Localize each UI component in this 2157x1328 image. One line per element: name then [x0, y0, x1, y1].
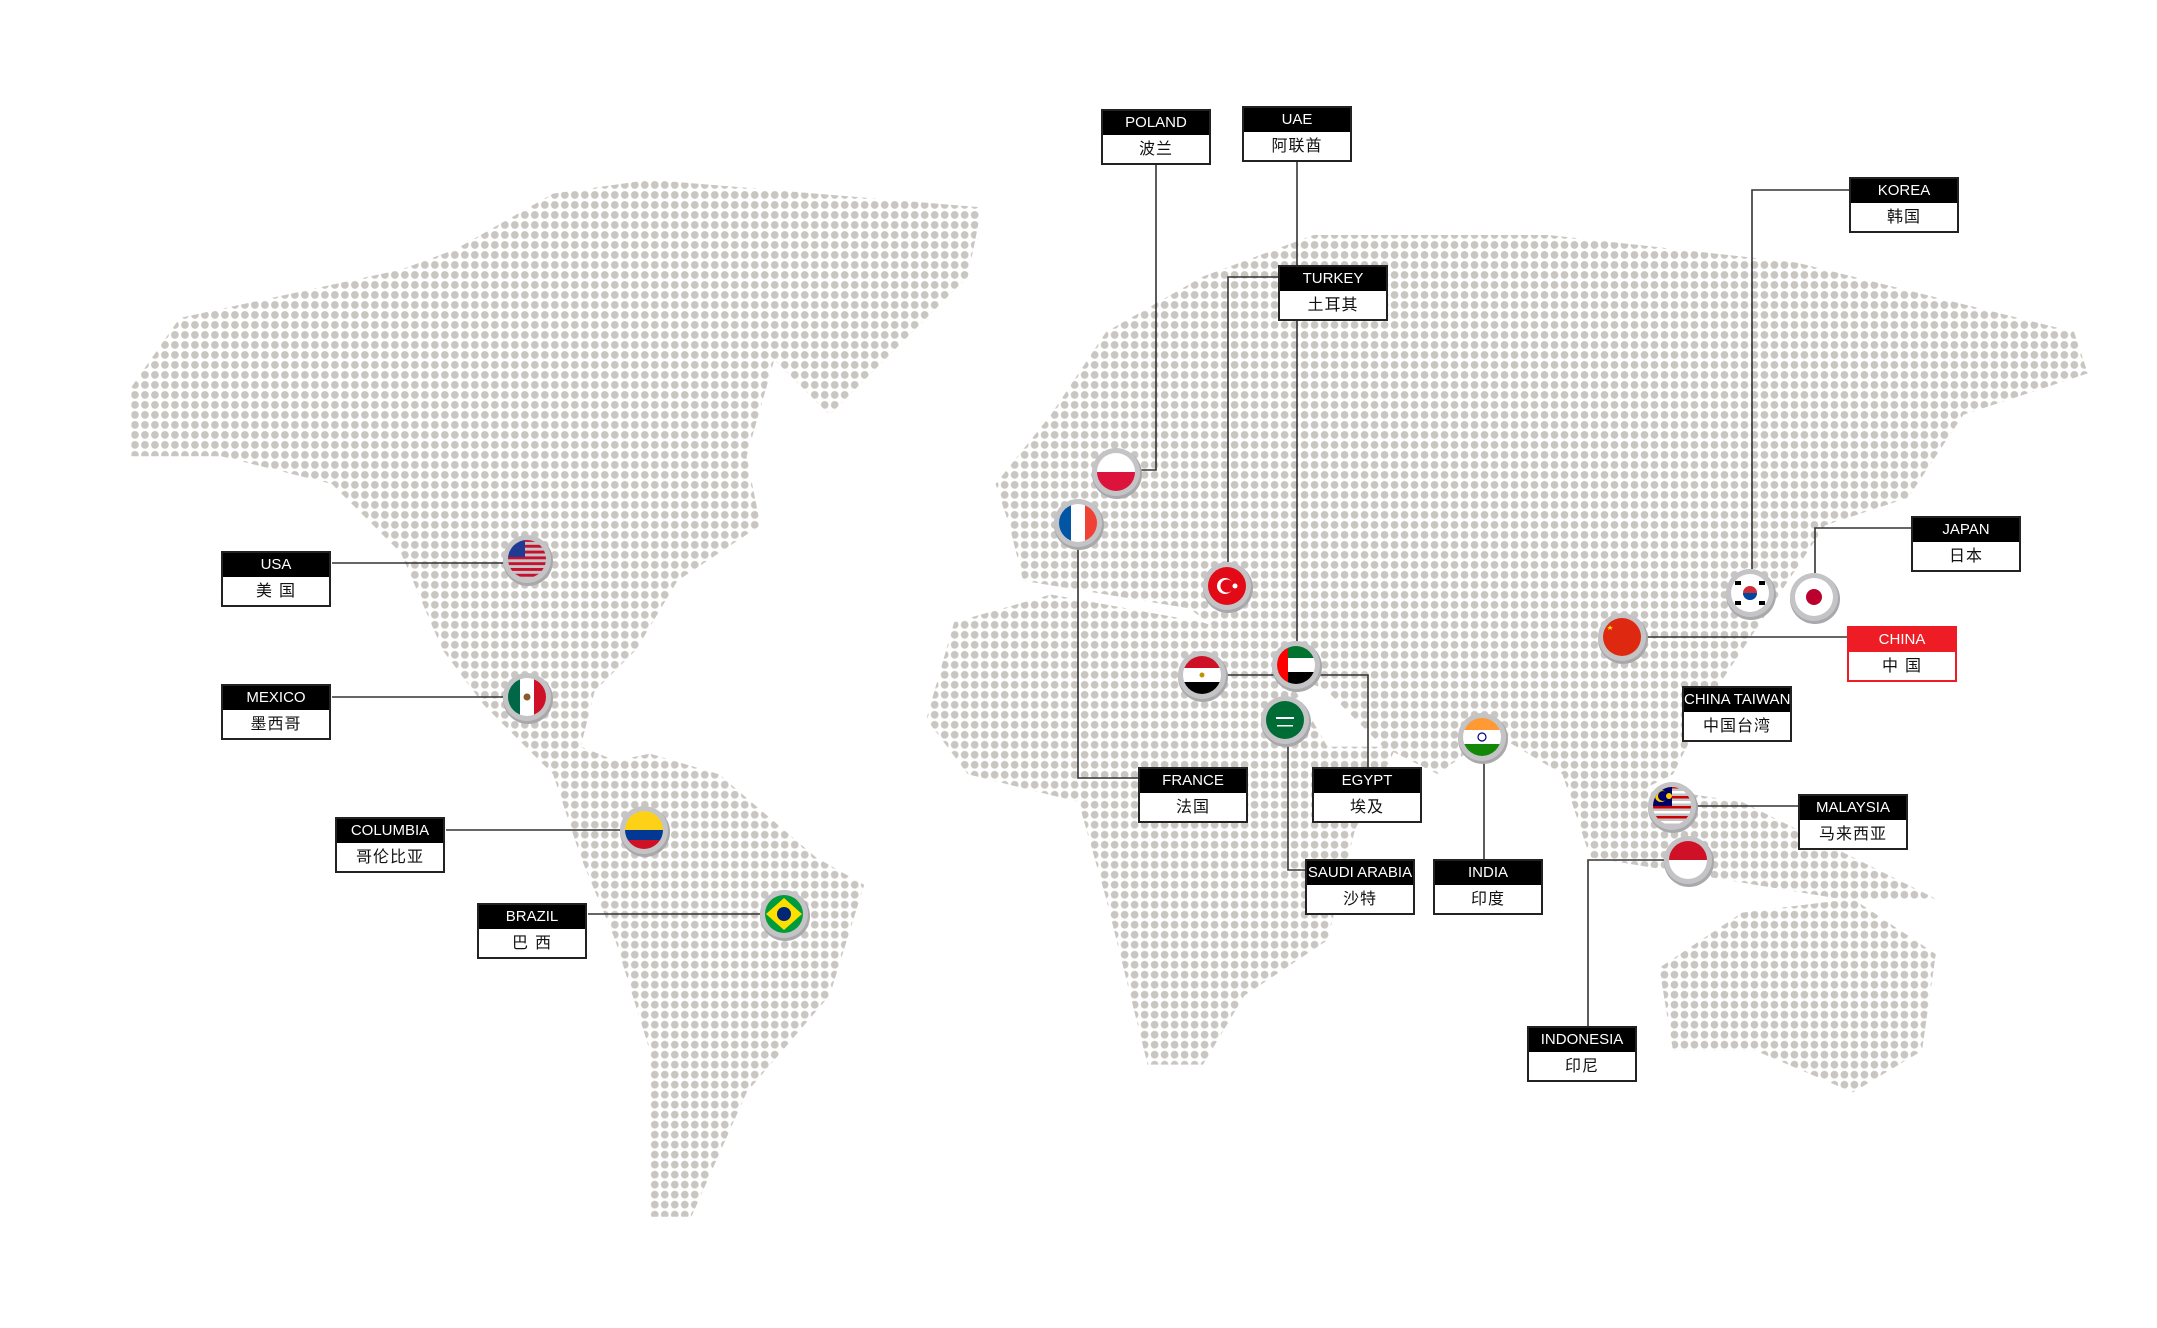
- usa-flag-icon: [503, 535, 553, 586]
- country-name-en: CHINA TAIWAN: [1684, 688, 1790, 712]
- country-name-en: MEXICO: [223, 686, 329, 710]
- country-label-taiwan: CHINA TAIWAN 中国台湾: [1682, 686, 1792, 742]
- country-label-france: FRANCE 法国: [1138, 767, 1248, 823]
- uae-flag-icon: [1272, 641, 1322, 692]
- connector-line-japan: [1814, 527, 1911, 573]
- country-name-en: MALAYSIA: [1800, 796, 1906, 820]
- country-name-en: COLUMBIA: [337, 819, 443, 843]
- turkey-flag-icon: [1203, 562, 1253, 613]
- mexico-flag-icon: [503, 673, 553, 724]
- country-name-en: KOREA: [1851, 179, 1957, 203]
- country-name-cn: 哥伦比亚: [355, 847, 424, 866]
- country-label-columbia: COLUMBIA 哥伦比亚: [335, 817, 445, 873]
- poland-flag-icon: [1092, 448, 1142, 499]
- country-label-indonesia: INDONESIA 印尼: [1527, 1026, 1637, 1082]
- country-name-en: TURKEY: [1280, 267, 1386, 291]
- country-name-en: USA: [223, 553, 329, 577]
- country-name-cn: 法国: [1175, 797, 1210, 816]
- country-name-cn: 巴 西: [511, 933, 553, 952]
- indonesia-flag-icon: [1664, 836, 1714, 887]
- north-america-landmass: [131, 179, 982, 775]
- connector-line-indonesia: [1587, 859, 1664, 1026]
- country-name-en: SAUDI ARABIA: [1307, 861, 1413, 885]
- country-name-cn: 马来西亚: [1818, 824, 1887, 843]
- country-label-turkey: TURKEY 土耳其: [1278, 265, 1388, 321]
- country-name-cn: 日本: [1948, 546, 1983, 565]
- country-label-saudi: SAUDI ARABIA 沙特: [1305, 859, 1415, 915]
- country-label-usa: USA 美 国: [221, 551, 331, 607]
- connector-line-poland: [1140, 163, 1157, 471]
- connector-line-turkey: [1227, 276, 1278, 562]
- country-name-en: BRAZIL: [479, 905, 585, 929]
- japan-flag-icon: [1790, 573, 1840, 624]
- country-label-egypt: EGYPT 埃及: [1312, 767, 1422, 823]
- country-name-en: FRANCE: [1140, 769, 1246, 793]
- country-name-cn: 韩国: [1886, 207, 1921, 226]
- egypt-flag-icon: [1178, 651, 1228, 702]
- country-label-poland: POLAND 波兰: [1101, 109, 1211, 165]
- korea-flag-icon: [1726, 569, 1776, 620]
- country-name-cn: 土耳其: [1307, 295, 1359, 314]
- france-flag-icon: [1054, 499, 1104, 550]
- connector-line-korea: [1751, 189, 1849, 569]
- country-name-en: UAE: [1244, 108, 1350, 132]
- country-name-en: CHINA: [1849, 628, 1955, 652]
- malaysia-flag-icon: [1648, 782, 1698, 833]
- country-name-en: JAPAN: [1913, 518, 2019, 542]
- country-label-china: CHINA 中 国: [1847, 626, 1957, 682]
- country-name-cn: 沙特: [1342, 889, 1377, 908]
- country-label-malaysia: MALAYSIA 马来西亚: [1798, 794, 1908, 850]
- australia-landmass: [1659, 898, 1936, 1093]
- country-label-brazil: BRAZIL 巴 西: [477, 903, 587, 959]
- country-name-cn: 埃及: [1349, 797, 1384, 816]
- country-name-en: POLAND: [1103, 111, 1209, 135]
- south-america-landmass: [553, 753, 865, 1217]
- country-name-cn: 墨西哥: [250, 714, 302, 733]
- country-name-cn: 阿联酋: [1271, 136, 1323, 155]
- country-name-en: EGYPT: [1314, 769, 1420, 793]
- country-name-en: INDIA: [1435, 861, 1541, 885]
- country-label-india: INDIA 印度: [1433, 859, 1543, 915]
- china-flag-icon: [1598, 613, 1648, 664]
- country-name-cn: 印度: [1470, 889, 1505, 908]
- country-name-cn: 中 国: [1881, 656, 1923, 675]
- country-name-cn: 中国台湾: [1702, 716, 1771, 735]
- country-label-uae: UAE 阿联酋: [1242, 106, 1352, 162]
- saudi-arabia-flag-icon: [1261, 696, 1311, 747]
- connector-line-saudi: [1287, 744, 1305, 871]
- country-name-cn: 印尼: [1564, 1056, 1599, 1075]
- india-flag-icon: [1458, 713, 1508, 764]
- country-name-cn: 美 国: [255, 581, 297, 600]
- connector-line-france: [1077, 547, 1138, 779]
- country-name-en: INDONESIA: [1529, 1028, 1635, 1052]
- country-label-japan: JAPAN 日本: [1911, 516, 2021, 572]
- country-name-cn: 波兰: [1138, 139, 1173, 158]
- country-label-mexico: MEXICO 墨西哥: [221, 684, 331, 740]
- colombia-flag-icon: [620, 806, 670, 857]
- brazil-flag-icon: [760, 890, 810, 941]
- country-label-korea: KOREA 韩国: [1849, 177, 1959, 233]
